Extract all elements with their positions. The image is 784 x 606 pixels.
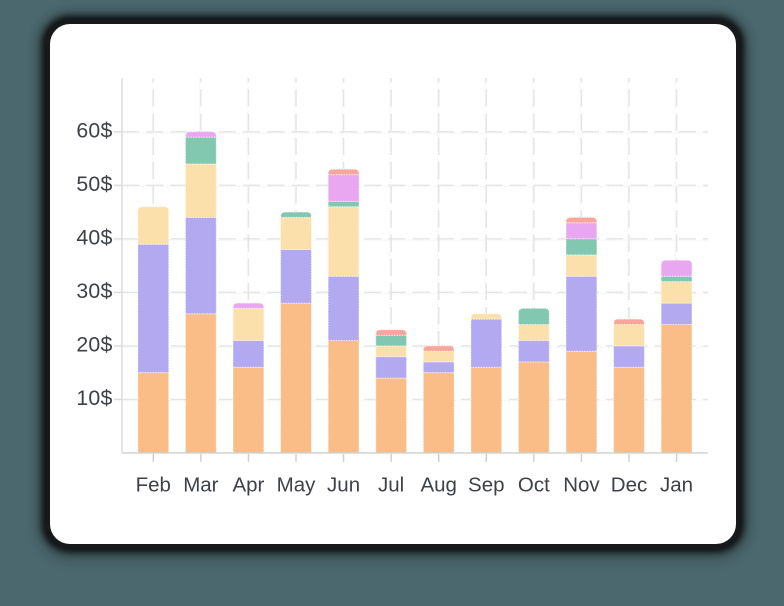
svg-text:10$: 10$ [76, 386, 112, 410]
svg-text:40$: 40$ [76, 226, 112, 250]
svg-text:Jun: Jun [327, 474, 360, 497]
svg-text:Sep: Sep [468, 474, 504, 497]
svg-text:Apr: Apr [232, 474, 264, 497]
svg-text:Nov: Nov [563, 474, 600, 497]
svg-text:Jan: Jan [660, 474, 693, 497]
svg-text:Aug: Aug [420, 474, 456, 497]
svg-text:Oct: Oct [518, 474, 550, 497]
svg-text:Dec: Dec [611, 474, 647, 497]
svg-text:20$: 20$ [76, 333, 112, 357]
svg-text:May: May [277, 474, 316, 497]
svg-text:Mar: Mar [183, 474, 218, 497]
svg-text:Feb: Feb [136, 474, 171, 497]
svg-text:50$: 50$ [76, 172, 112, 196]
svg-text:30$: 30$ [76, 279, 112, 303]
svg-text:Jul: Jul [378, 474, 404, 497]
svg-text:60$: 60$ [76, 119, 112, 143]
